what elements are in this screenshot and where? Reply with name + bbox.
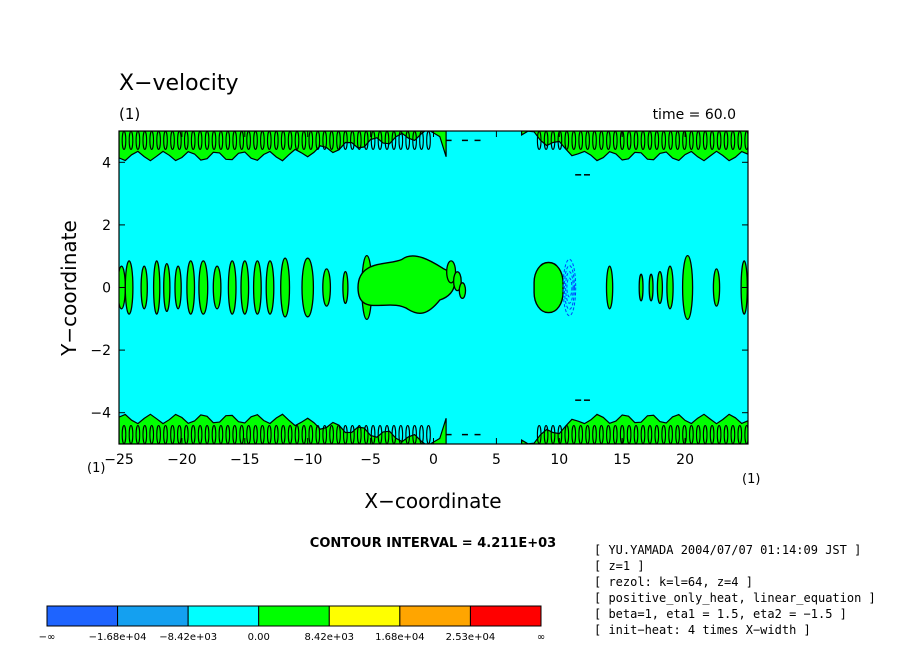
equatorial-blob bbox=[322, 268, 332, 307]
equatorial-blob bbox=[124, 260, 134, 315]
x-tick-label: −25 bbox=[104, 452, 134, 468]
y-tick-label: −2 bbox=[90, 343, 111, 359]
equatorial-blob bbox=[656, 270, 664, 305]
note-line: [ beta=1, eta1 = 1.5, eta2 = −1.5 ] bbox=[594, 607, 847, 621]
x-tick-label: −10 bbox=[293, 452, 323, 468]
x-tick-label: 20 bbox=[676, 452, 694, 468]
x-tick-label: 5 bbox=[492, 452, 501, 468]
equatorial-blob bbox=[152, 260, 161, 315]
x-axis-ticks: −25 −20 −15 −10 −5 0 5 10 15 20 bbox=[104, 131, 694, 468]
equatorial-blob bbox=[265, 260, 275, 315]
note-line: [ rezol: k=l=64, z=4 ] bbox=[594, 575, 753, 589]
y-unit-label: (1) bbox=[87, 461, 105, 476]
y-tick-label: 4 bbox=[102, 155, 111, 171]
x-tick-label: −5 bbox=[360, 452, 381, 468]
colorbar-label: 0.00 bbox=[248, 632, 270, 643]
note-line: [ init−heat: 4 times X−width ] bbox=[594, 623, 811, 637]
equatorial-blob bbox=[666, 265, 674, 310]
equatorial-blob bbox=[163, 262, 171, 313]
chart-title: X−velocity bbox=[119, 71, 239, 96]
notes-block: [ YU.YAMADA 2004/07/07 01:14:09 JST ] [ z… bbox=[594, 543, 876, 637]
equatorial-blob bbox=[605, 265, 614, 310]
equatorial-blob bbox=[342, 270, 349, 305]
equatorial-blob bbox=[212, 265, 222, 310]
colorbar-swatch bbox=[469, 605, 542, 627]
equatorial-blob bbox=[301, 257, 315, 318]
y-tick-label: 2 bbox=[102, 218, 111, 234]
equatorial-blob bbox=[186, 260, 196, 315]
equatorial-blob bbox=[252, 260, 262, 315]
equatorial-blob bbox=[638, 273, 644, 302]
negative-contour-ring bbox=[562, 258, 577, 317]
colorbar: −∞ −1.68e+04 −8.42e+03 0.00 8.42e+03 1.68e+04… bbox=[39, 605, 545, 643]
x-tick-label: −20 bbox=[167, 452, 197, 468]
contour-interval-text: CONTOUR INTERVAL = 4.211E+03 bbox=[310, 536, 556, 551]
colorbar-label: 1.68e+04 bbox=[375, 632, 425, 643]
equatorial-blob bbox=[140, 265, 148, 310]
x-tick-label: 10 bbox=[550, 452, 568, 468]
colorbar-swatch bbox=[258, 605, 330, 627]
equatorial-blob bbox=[240, 260, 250, 315]
note-line: [ z=1 ] bbox=[594, 559, 645, 573]
small-oval bbox=[458, 282, 467, 300]
equatorial-blob bbox=[174, 265, 182, 310]
negative-contour-ring bbox=[565, 271, 574, 304]
negative-contour-ring bbox=[566, 277, 573, 298]
colorbar-label: −∞ bbox=[39, 632, 56, 643]
equatorial-blob bbox=[681, 254, 694, 321]
panel-label: (1) bbox=[119, 105, 140, 123]
negative-contours bbox=[562, 258, 577, 317]
x-unit-label: (1) bbox=[742, 472, 760, 487]
colorbar-label: −8.42e+03 bbox=[159, 632, 217, 643]
note-line: [ positive_only_heat, linear_equation ] bbox=[594, 591, 876, 605]
y-tick-label: 0 bbox=[102, 281, 111, 297]
equatorial-blob bbox=[198, 260, 209, 315]
equatorial-blob bbox=[280, 257, 291, 318]
equatorial-blob bbox=[227, 260, 237, 315]
x-tick-label: 15 bbox=[613, 452, 631, 468]
x-tick-label: 0 bbox=[429, 452, 438, 468]
right-blob bbox=[533, 261, 564, 314]
wall-bands bbox=[119, 131, 748, 444]
equatorial-blob bbox=[712, 268, 721, 307]
colorbar-swatch bbox=[328, 605, 401, 627]
equatorial-blob bbox=[648, 273, 654, 302]
colorbar-swatch bbox=[46, 605, 119, 627]
y-tick-label: −4 bbox=[90, 406, 111, 422]
colorbar-swatch bbox=[187, 605, 260, 627]
colorbar-label: −1.68e+04 bbox=[89, 632, 147, 643]
x-tick-label: −15 bbox=[230, 452, 260, 468]
x-axis-label: X−coordinate bbox=[364, 489, 501, 513]
time-label: time = 60.0 bbox=[653, 107, 736, 123]
colorbar-swatch bbox=[117, 605, 189, 627]
colorbar-swatch bbox=[399, 605, 471, 627]
colorbar-label: ∞ bbox=[537, 632, 545, 643]
note-line: [ YU.YAMADA 2004/07/07 01:14:09 JST ] bbox=[594, 543, 861, 557]
colorbar-label: 8.42e+03 bbox=[305, 632, 355, 643]
colorbar-label: 2.53e+04 bbox=[446, 632, 496, 643]
y-axis-ticks: −4 −2 0 2 4 bbox=[90, 155, 748, 422]
negative-contour-ring bbox=[563, 265, 575, 310]
y-axis-label: Y−coordinate bbox=[57, 220, 81, 357]
